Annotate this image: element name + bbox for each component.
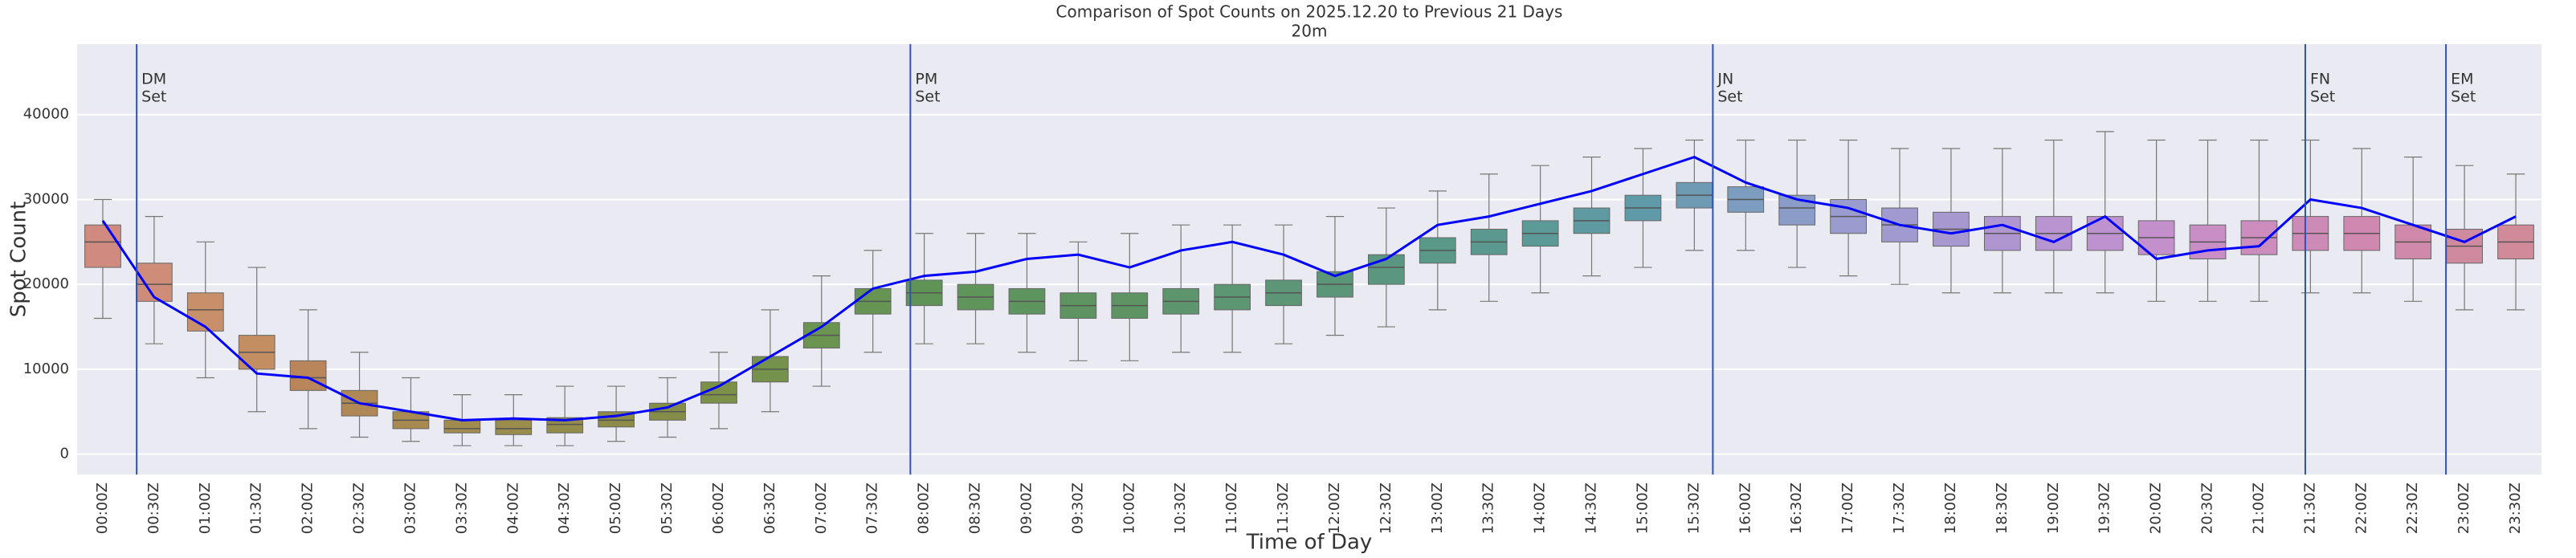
x-tick-label: 15:00Z — [1634, 483, 1651, 534]
x-tick-label: 08:30Z — [967, 483, 984, 534]
x-tick-label: 10:00Z — [1121, 483, 1137, 534]
x-tick-label: 09:00Z — [1018, 483, 1035, 534]
y-axis-label: Spot Count — [7, 202, 31, 318]
x-tick-label: 13:30Z — [1480, 483, 1497, 534]
x-tick-label: 10:30Z — [1172, 483, 1189, 534]
annotation-label: FN — [2310, 71, 2330, 88]
x-tick-label: 17:30Z — [1891, 483, 1908, 534]
x-tick-label: 06:30Z — [761, 483, 778, 534]
annotation-label: DM — [141, 71, 166, 88]
x-tick-label: 16:00Z — [1737, 483, 1753, 534]
x-tick-label: 17:00Z — [1839, 483, 1856, 534]
x-tick-label: 11:30Z — [1275, 483, 1292, 534]
chart-title: Comparison of Spot Counts on 2025.12.20 … — [1056, 2, 1563, 22]
annotation-label: Set — [2451, 88, 2476, 106]
x-tick-label: 19:00Z — [2045, 483, 2062, 534]
x-tick-label: 08:00Z — [916, 483, 933, 534]
annotation-label: Set — [915, 88, 940, 106]
x-tick-label: 00:30Z — [145, 483, 162, 534]
x-tick-label: 20:00Z — [2148, 483, 2165, 534]
x-tick-label: 12:30Z — [1378, 483, 1394, 534]
y-tick-label: 10000 — [23, 360, 69, 377]
x-tick-label: 02:00Z — [300, 483, 316, 534]
x-tick-label: 04:00Z — [504, 483, 521, 534]
annotation-label: PM — [915, 71, 937, 88]
x-tick-label: 03:30Z — [453, 483, 470, 534]
annotation-label: Set — [1717, 88, 1742, 106]
x-tick-label: 11:00Z — [1223, 483, 1240, 534]
x-tick-label: 02:30Z — [351, 483, 368, 534]
x-tick-label: 01:30Z — [248, 483, 265, 534]
x-tick-label: 05:30Z — [659, 483, 676, 534]
y-tick-label: 20000 — [23, 275, 69, 292]
x-tick-label: 22:30Z — [2404, 483, 2421, 534]
x-tick-label: 09:30Z — [1069, 483, 1086, 534]
x-tick-label: 03:00Z — [402, 483, 418, 534]
x-tick-label: 23:00Z — [2456, 483, 2472, 534]
x-tick-label: 05:00Z — [607, 483, 624, 534]
line — [101, 155, 2517, 422]
x-tick-label: 13:00Z — [1429, 483, 1446, 534]
box — [443, 419, 481, 434]
x-tick-label: 07:30Z — [864, 483, 881, 534]
box — [84, 224, 121, 268]
x-tick-label: 18:30Z — [1994, 483, 2011, 534]
x-tick-label: 21:30Z — [2301, 483, 2318, 534]
annotation-label: Set — [141, 88, 166, 106]
x-tick-label: 07:00Z — [813, 483, 830, 534]
x-tick-label: 14:00Z — [1532, 483, 1549, 534]
chart-subtitle: 20m — [1292, 22, 1328, 41]
y-tick-label: 0 — [60, 446, 69, 462]
x-tick-label: 14:30Z — [1583, 483, 1600, 534]
x-tick-label: 15:30Z — [1685, 483, 1702, 534]
x-tick-label: 04:30Z — [556, 483, 573, 534]
x-tick-label: 23:30Z — [2507, 483, 2524, 534]
x-tick-label: 12:00Z — [1326, 483, 1343, 534]
x-tick-label: 01:00Z — [197, 483, 214, 534]
x-tick-label: 20:30Z — [2199, 483, 2216, 534]
box — [186, 292, 224, 332]
x-tick-label: 22:00Z — [2353, 483, 2370, 534]
x-axis-label: Time of Day — [1246, 531, 1373, 555]
y-tick-label: 40000 — [23, 106, 69, 123]
x-tick-label: 18:00Z — [1942, 483, 1959, 534]
y-tick-label: 30000 — [23, 190, 69, 207]
annotation-label: EM — [2451, 71, 2473, 88]
x-tick-label: 19:30Z — [2096, 483, 2113, 534]
box — [495, 419, 533, 435]
x-tick-label: 00:00Z — [94, 483, 111, 534]
x-tick-label: 06:00Z — [710, 483, 727, 534]
plot-area — [77, 44, 2541, 475]
annotation-label: JN — [1717, 71, 1733, 88]
x-tick-label: 16:30Z — [1788, 483, 1805, 534]
annotation-label: Set — [2310, 88, 2335, 106]
box — [546, 417, 584, 434]
x-tick-label: 21:00Z — [2250, 483, 2267, 534]
